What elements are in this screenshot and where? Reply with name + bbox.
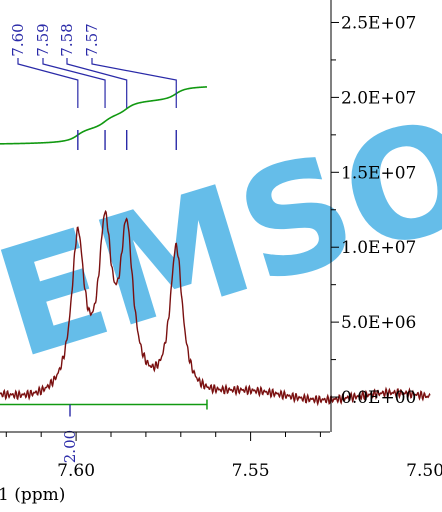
y-tick-label: 0.0E+00 xyxy=(341,388,416,408)
spectrum-curve xyxy=(0,209,431,407)
x-tick-label: 7.50 xyxy=(406,461,442,481)
y-tick-label: 2.0E+07 xyxy=(341,88,416,108)
y-tick-label: 1.5E+07 xyxy=(341,163,416,183)
peak-connector xyxy=(17,58,79,108)
peak-label: 7.58 xyxy=(58,23,76,56)
x-axis-label: 1 (ppm) xyxy=(0,485,65,505)
y-tick-label: 2.5E+07 xyxy=(341,13,416,33)
spectrum-layer xyxy=(0,209,431,407)
peak-label: 7.60 xyxy=(9,23,27,56)
peak-label: 7.59 xyxy=(34,23,52,56)
x-tick-label: 7.60 xyxy=(57,461,95,481)
integral-curve xyxy=(0,86,208,145)
peak-connector xyxy=(91,58,177,108)
peak-labels-layer: 7.60 7.59 7.58 7.57 xyxy=(9,23,177,150)
peak-connector xyxy=(66,58,128,108)
peak-label: 7.57 xyxy=(83,23,101,56)
integral-value-label: 2.00 xyxy=(61,430,79,463)
peak-connector xyxy=(42,58,106,108)
y-tick-label: 5.0E+06 xyxy=(341,313,416,333)
x-tick-label: 7.55 xyxy=(232,461,270,481)
integral-layer: 2.00 xyxy=(0,86,208,463)
y-tick-label: 1.0E+07 xyxy=(341,238,416,258)
